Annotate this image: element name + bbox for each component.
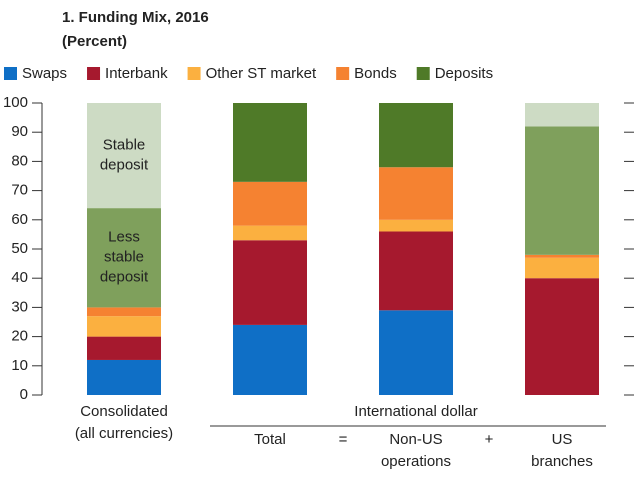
bar-segment bbox=[525, 126, 599, 255]
x-tick-label: operations bbox=[381, 453, 451, 470]
legend-swatch bbox=[87, 67, 101, 80]
legend-label: Deposits bbox=[435, 65, 493, 82]
legend-label: Bonds bbox=[354, 65, 397, 82]
y-tick-label: 70 bbox=[11, 182, 28, 199]
y-tick-label: 50 bbox=[11, 240, 28, 257]
bar-segment bbox=[87, 316, 161, 337]
bar-segment bbox=[233, 324, 307, 395]
y-tick-label: 90 bbox=[11, 123, 28, 140]
annotation: deposit bbox=[100, 157, 149, 174]
legend-swatch bbox=[187, 67, 201, 80]
y-tick-label: 60 bbox=[11, 211, 28, 228]
bar-segment bbox=[379, 310, 453, 395]
legend-label: Other ST market bbox=[206, 65, 317, 82]
x-tick-label: Total bbox=[254, 431, 286, 448]
bar-segment bbox=[87, 307, 161, 317]
legend-swatch bbox=[416, 67, 430, 80]
bar-segment bbox=[233, 181, 307, 226]
bar-segment bbox=[233, 103, 307, 182]
bar-segment bbox=[87, 336, 161, 360]
y-tick-label: 100 bbox=[3, 94, 28, 111]
legend-swatch bbox=[4, 67, 17, 80]
group-label: International dollar bbox=[354, 403, 477, 420]
bar-segment bbox=[87, 103, 161, 209]
legend-label: Swaps bbox=[22, 65, 67, 82]
bar-segment bbox=[525, 278, 599, 395]
y-tick-label: 0 bbox=[20, 386, 28, 403]
x-tick-label: branches bbox=[531, 453, 593, 470]
bar-segment bbox=[379, 103, 453, 168]
y-tick-label: 10 bbox=[11, 357, 28, 374]
chart-subtitle: (Percent) bbox=[62, 33, 127, 50]
chart-title: 1. Funding Mix, 2016 bbox=[62, 9, 209, 26]
bar-segment bbox=[525, 103, 599, 127]
x-tick-label: Consolidated bbox=[80, 403, 168, 420]
bar-segment bbox=[233, 225, 307, 241]
x-tick-label: (all currencies) bbox=[75, 425, 173, 442]
annotation: Less bbox=[108, 229, 140, 246]
bar-segment bbox=[525, 257, 599, 279]
x-tick-label: US bbox=[552, 431, 573, 448]
annotation: Stable bbox=[103, 137, 146, 154]
bar-segment bbox=[379, 219, 453, 232]
annotation: deposit bbox=[100, 269, 149, 286]
bar-segment bbox=[525, 254, 599, 258]
bar-segment bbox=[87, 359, 161, 395]
y-tick-label: 40 bbox=[11, 269, 28, 286]
bar-segment bbox=[87, 208, 161, 308]
y-tick-label: 20 bbox=[11, 328, 28, 345]
annotation: stable bbox=[104, 249, 144, 266]
operator: = bbox=[339, 431, 348, 448]
bar-segment bbox=[233, 240, 307, 325]
operator: + bbox=[485, 431, 494, 448]
legend-label: Interbank bbox=[105, 65, 168, 82]
y-tick-label: 30 bbox=[11, 298, 28, 315]
y-tick-label: 80 bbox=[11, 152, 28, 169]
x-tick-label: Non-US bbox=[389, 431, 442, 448]
bar-segment bbox=[379, 231, 453, 311]
bar-segment bbox=[379, 167, 453, 220]
legend-swatch bbox=[336, 67, 350, 80]
